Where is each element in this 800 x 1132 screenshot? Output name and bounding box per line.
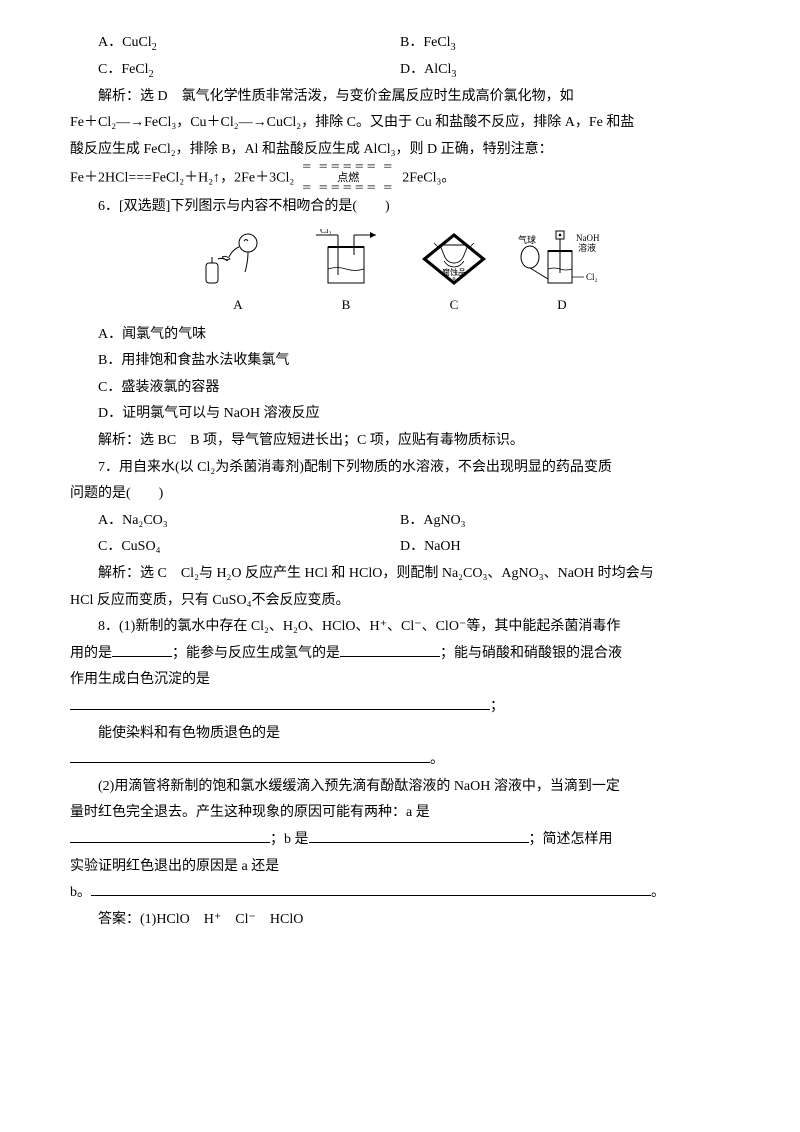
figure-D-sol: 溶液 <box>578 242 596 253</box>
q8-2b: 量时红色完全退去。产生这种现象的原因可能有两种：a 是 <box>70 800 730 827</box>
opt-C-text: C．FeCl <box>98 62 149 77</box>
eq-arrow: ＝ ＝＝＝＝＝ ＝ 点燃 ＝ ＝＝＝＝＝ ＝ <box>302 163 395 194</box>
q8-2c: ；b 是 ；简述怎样用 <box>70 827 730 854</box>
opt-C-sub: 2 <box>149 69 154 80</box>
blank-6 <box>309 828 529 843</box>
figure-D: 气球 NaOH 溶液 Cl₂ D <box>517 229 607 318</box>
q7-D: D．NaOH <box>400 534 730 561</box>
q8-1b: 用的是 ；能参与反应生成氢气的是 ；能与硝酸和硝酸银的混合液 <box>70 641 730 668</box>
q8-1b-tail: ；能与硝酸和硝酸银的混合液 <box>440 646 622 661</box>
figure-D-cl2: Cl₂ <box>586 272 598 282</box>
figure-C-svg: 腐蚀品 8 <box>414 229 494 291</box>
figure-B-text: Cl₂ <box>320 229 332 235</box>
q7-stem-a: 7．用自来水(以 Cl₂为杀菌消毒剂)配制下列物质的水溶液，不会出现明显的药品变… <box>70 455 730 482</box>
q7-B: B．AgNO₃ <box>400 508 730 535</box>
figure-C-label: C <box>450 293 459 318</box>
blank-7 <box>91 881 651 896</box>
eq-lead: Fe＋2HCl===FeCl₂＋H₂↑，2Fe＋3Cl₂ <box>70 171 294 186</box>
q7-A: A．Na₂CO₃ <box>70 508 400 535</box>
blank-2 <box>340 642 440 657</box>
figure-B-label: B <box>342 293 351 318</box>
figure-B-svg: Cl₂ <box>306 229 386 291</box>
figure-A-label: A <box>233 293 242 318</box>
q8-blank-line-2: 。 <box>70 747 730 774</box>
eq-tail: 2FeCl₃。 <box>402 171 455 186</box>
blank-1 <box>112 642 172 657</box>
explain5-line2: Fe＋Cl₂―→FeCl₃，Cu＋Cl₂―→CuCl₂，排除 C。又由于 Cu … <box>70 110 730 137</box>
figure-D-ball: 气球 <box>518 234 536 245</box>
blank-3-tail: ； <box>490 699 504 714</box>
opt-B-text: B．FeCl <box>400 35 451 50</box>
figure-A-svg <box>198 229 278 291</box>
opt-C: C．FeCl2 <box>70 57 400 84</box>
q7-stem-b: 问题的是( ) <box>70 481 730 508</box>
q7-C: C．CuSO₄ <box>70 534 400 561</box>
blank-7-tail: 。 <box>651 885 665 900</box>
figure-A: A <box>193 229 283 318</box>
explain5-line3: 酸反应生成 FeCl₂，排除 B，Al 和盐酸反应生成 AlCl₃，则 D 正确… <box>70 137 730 164</box>
figure-B: Cl₂ B <box>301 229 391 318</box>
opt-A: A．CuCl2 <box>70 30 400 57</box>
figure-C: 腐蚀品 8 C <box>409 229 499 318</box>
explain7-b: HCl 反应而变质，只有 CuSO₄不会反应变质。 <box>70 588 730 615</box>
figure-C-num: 8 <box>452 276 456 284</box>
equation-line: Fe＋2HCl===FeCl₂＋H₂↑，2Fe＋3Cl₂ ＝ ＝＝＝＝＝ ＝ 点… <box>70 163 730 194</box>
blank-4-tail: 。 <box>430 752 444 767</box>
q8-1b-mid: ；能参与反应生成氢气的是 <box>172 646 340 661</box>
q8-2e-lead: b。 <box>70 885 91 900</box>
opt-D: D．AlCl3 <box>400 57 730 84</box>
figure-row: A Cl₂ B 腐蚀品 <box>70 229 730 318</box>
q7-options: A．Na₂CO₃ B．AgNO₃ C．CuSO₄ D．NaOH <box>70 508 730 561</box>
explain6: 解析：选 BC B 项，导气管应短进长出；C 项，应贴有毒物质标识。 <box>70 428 730 455</box>
blank-4 <box>70 748 430 763</box>
q8-1a: 8．(1)新制的氯水中存在 Cl₂、H₂O、HClO、H⁺、Cl⁻、ClO⁻等，… <box>70 614 730 641</box>
answer: 答案：(1)HClO H⁺ Cl⁻ HClO <box>70 907 730 934</box>
figure-D-label: D <box>557 293 566 318</box>
q8-1b-lead: 用的是 <box>70 646 112 661</box>
q8-1d: 能使染料和有色物质退色的是 <box>70 721 730 748</box>
q6-stem: 6．[双选题]下列图示与内容不相吻合的是( ) <box>70 194 730 221</box>
figure-D-naoh: NaOH <box>576 233 600 243</box>
q8-2e: b。 。 <box>70 880 730 907</box>
q8-2c-mid: ；b 是 <box>270 832 309 847</box>
q8-1c: 作用生成白色沉淀的是 <box>70 667 730 694</box>
explain5-line1: 解析：选 D 氯气化学性质非常活泼，与变价金属反应时生成高价氯化物，如 <box>70 84 730 111</box>
opt-A-text: A．CuCl <box>98 35 152 50</box>
q6-C: C．盛装液氯的容器 <box>70 375 730 402</box>
explain7-a: 解析：选 C Cl₂与 H₂O 反应产生 HCl 和 HClO，则配制 Na₂C… <box>70 561 730 588</box>
q6-A: A．闻氯气的气味 <box>70 322 730 349</box>
blank-5 <box>70 828 270 843</box>
blank-3 <box>70 695 490 710</box>
eq-bot2: ＝ ＝＝＝＝＝ ＝ <box>302 184 395 194</box>
q8-2c-tail: ；简述怎样用 <box>529 832 613 847</box>
q8-blank-line-1: ； <box>70 694 730 721</box>
figure-D-svg: 气球 NaOH 溶液 Cl₂ <box>512 229 612 291</box>
page: A．CuCl2 B．FeCl3 C．FeCl2 D．AlCl3 解析：选 D 氯… <box>0 0 800 1132</box>
opt-B: B．FeCl3 <box>400 30 730 57</box>
q6-B: B．用排饱和食盐水法收集氯气 <box>70 348 730 375</box>
opt-B-sub: 3 <box>451 42 456 53</box>
q8-2d: 实验证明红色退出的原因是 a 还是 <box>70 854 730 881</box>
q-top-options: A．CuCl2 B．FeCl3 C．FeCl2 D．AlCl3 <box>70 30 730 84</box>
opt-D-sub: 3 <box>451 69 456 80</box>
q8-2a: (2)用滴管将新制的饱和氯水缓缓滴入预先滴有酚酞溶液的 NaOH 溶液中，当滴到… <box>70 774 730 801</box>
q6-D: D．证明氯气可以与 NaOH 溶液反应 <box>70 401 730 428</box>
opt-D-text: D．AlCl <box>400 62 451 77</box>
opt-A-sub: 2 <box>152 42 157 53</box>
